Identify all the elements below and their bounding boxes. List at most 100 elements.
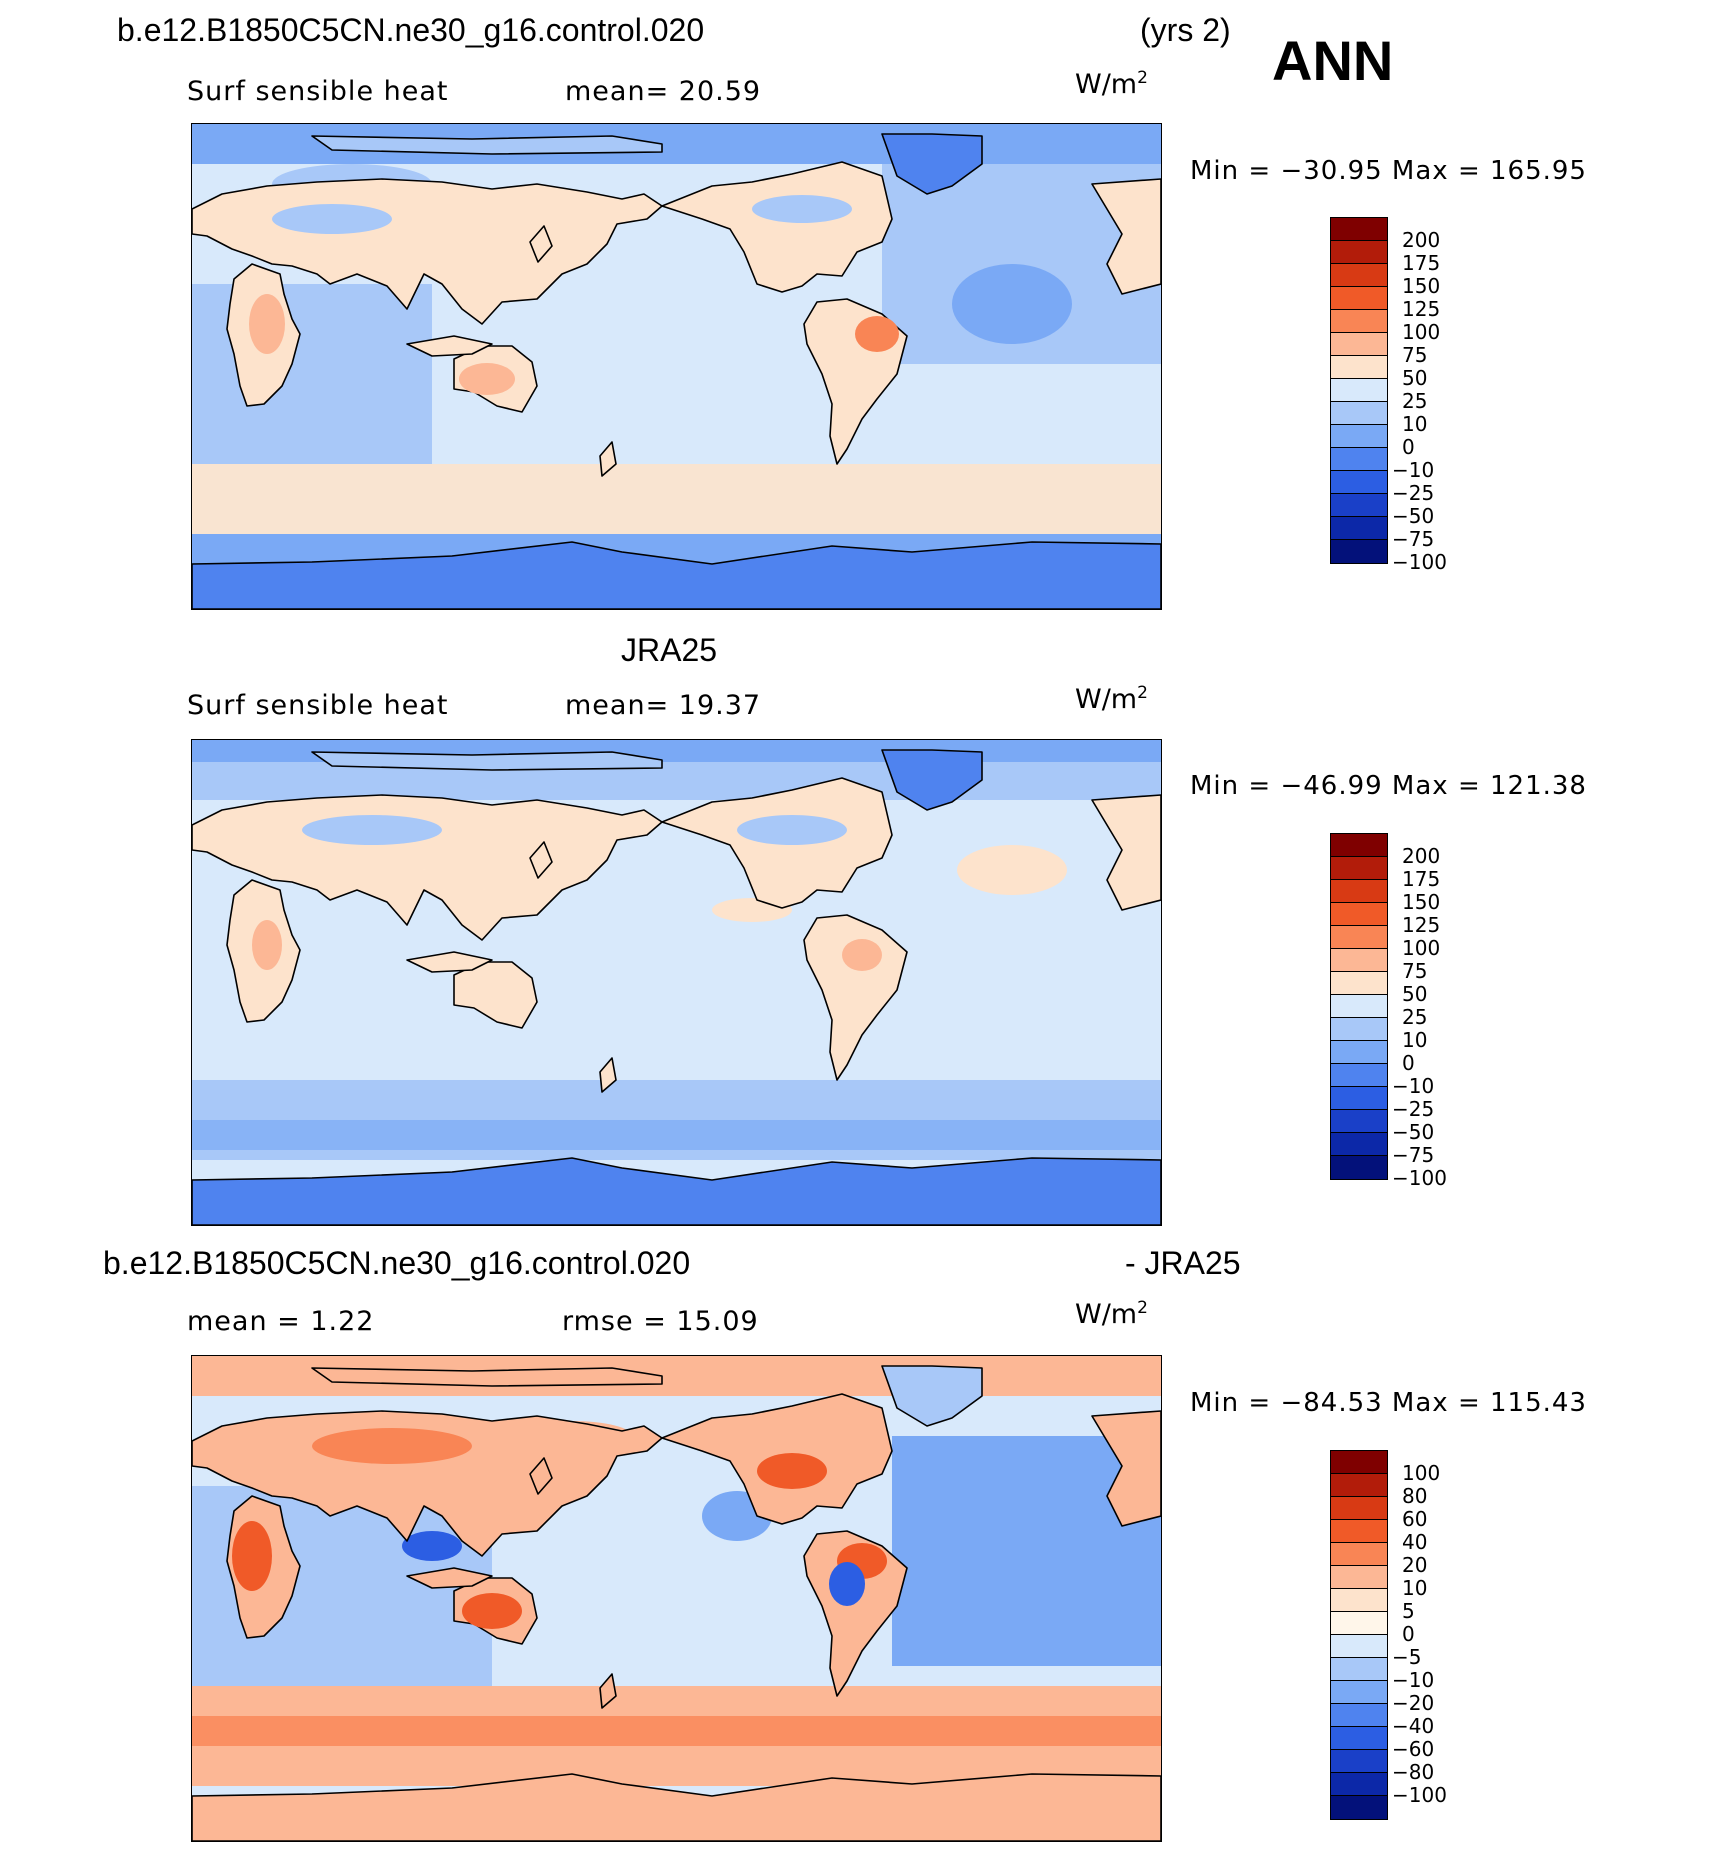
- colorbar-swatch: [1331, 402, 1387, 425]
- colorbar-tick-label: −25: [1392, 1097, 1435, 1121]
- colorbar-swatch: [1331, 1041, 1387, 1064]
- panel2-colorbar: [1330, 833, 1388, 1180]
- colorbar-tick-label: 10: [1402, 1028, 1428, 1052]
- colorbar-swatch: [1331, 333, 1387, 356]
- colorbar-tick-label: 0: [1402, 435, 1415, 459]
- colorbar-tick-label: −50: [1392, 504, 1435, 528]
- colorbar-swatch: [1331, 494, 1387, 517]
- colorbar-tick-label: 125: [1402, 913, 1441, 937]
- colorbar-tick-label: −5: [1392, 1645, 1422, 1669]
- colorbar-swatch: [1331, 926, 1387, 949]
- panel3-title-suffix: - JRA25: [1125, 1245, 1241, 1281]
- difference-map: [191, 1355, 1162, 1842]
- colorbar-tick-label: 50: [1402, 366, 1428, 390]
- season-label: ANN: [1272, 29, 1394, 92]
- colorbar-tick-label: 20: [1402, 1553, 1428, 1577]
- colorbar-tick-label: −100: [1392, 550, 1447, 574]
- colorbar-swatch: [1331, 1110, 1387, 1133]
- colorbar-swatch: [1331, 310, 1387, 333]
- panel3-mean: mean = 1.22: [187, 1306, 375, 1337]
- colorbar-tick-label: 150: [1402, 890, 1441, 914]
- colorbar-swatch: [1331, 356, 1387, 379]
- colorbar-swatch: [1331, 1133, 1387, 1156]
- panel2-title: JRA25: [621, 632, 718, 668]
- colorbar-swatch: [1331, 1796, 1387, 1819]
- colorbar-swatch: [1331, 241, 1387, 264]
- colorbar-swatch: [1331, 857, 1387, 880]
- panel3-rmse: rmse = 15.09: [562, 1306, 759, 1337]
- colorbar-swatch: [1331, 1773, 1387, 1796]
- colorbar-swatch: [1331, 1727, 1387, 1750]
- colorbar-tick-label: 100: [1402, 1461, 1441, 1485]
- colorbar-tick-label: −10: [1392, 458, 1435, 482]
- colorbar-tick-label: −50: [1392, 1120, 1435, 1144]
- colorbar-tick-label: −20: [1392, 1691, 1435, 1715]
- colorbar-tick-label: −40: [1392, 1714, 1435, 1738]
- colorbar-tick-label: 100: [1402, 936, 1441, 960]
- colorbar-tick-label: −75: [1392, 1143, 1435, 1167]
- colorbar-swatch: [1331, 218, 1387, 241]
- panel3-minmax: Min = −84.53 Max = 115.43: [1190, 1388, 1587, 1418]
- colorbar-tick-label: 5: [1402, 1599, 1415, 1623]
- panel1-mean: mean= 20.59: [565, 76, 762, 107]
- colorbar-tick-label: −10: [1392, 1074, 1435, 1098]
- colorbar-tick-label: −80: [1392, 1760, 1435, 1784]
- years-label: (yrs 2): [1140, 12, 1231, 48]
- panel1-unit: W/m2: [1075, 68, 1148, 100]
- colorbar-tick-label: 50: [1402, 982, 1428, 1006]
- colorbar-swatch: [1331, 517, 1387, 540]
- colorbar-swatch: [1331, 379, 1387, 402]
- colorbar-tick-label: 0: [1402, 1622, 1415, 1646]
- colorbar-swatch: [1331, 1635, 1387, 1658]
- panel2-unit: W/m2: [1075, 683, 1148, 715]
- colorbar-swatch: [1331, 1018, 1387, 1041]
- colorbar-swatch: [1331, 1750, 1387, 1773]
- colorbar-tick-label: 60: [1402, 1507, 1428, 1531]
- colorbar-swatch: [1331, 1566, 1387, 1589]
- colorbar-tick-label: 75: [1402, 343, 1428, 367]
- colorbar-tick-label: 125: [1402, 297, 1441, 321]
- colorbar-tick-label: 200: [1402, 228, 1441, 252]
- colorbar-tick-label: 175: [1402, 867, 1441, 891]
- colorbar-swatch: [1331, 264, 1387, 287]
- colorbar-swatch: [1331, 448, 1387, 471]
- colorbar-tick-label: −10: [1392, 1668, 1435, 1692]
- model-map: [191, 123, 1162, 610]
- panel2-mean: mean= 19.37: [565, 690, 762, 721]
- colorbar-tick-label: 0: [1402, 1051, 1415, 1075]
- panel3-unit: W/m2: [1075, 1298, 1148, 1330]
- colorbar-tick-label: −25: [1392, 481, 1435, 505]
- colorbar-swatch: [1331, 949, 1387, 972]
- colorbar-swatch: [1331, 1520, 1387, 1543]
- colorbar-swatch: [1331, 1064, 1387, 1087]
- colorbar-swatch: [1331, 903, 1387, 926]
- colorbar-swatch: [1331, 540, 1387, 563]
- colorbar-tick-label: −100: [1392, 1166, 1447, 1190]
- colorbar-tick-label: −75: [1392, 527, 1435, 551]
- colorbar-tick-label: 40: [1402, 1530, 1428, 1554]
- panel2-minmax: Min = −46.99 Max = 121.38: [1190, 771, 1587, 801]
- obs-map: [191, 739, 1162, 1226]
- colorbar-tick-label: −100: [1392, 1783, 1447, 1807]
- colorbar-swatch: [1331, 1589, 1387, 1612]
- colorbar-swatch: [1331, 471, 1387, 494]
- panel1-colorbar: [1330, 217, 1388, 564]
- colorbar-swatch: [1331, 880, 1387, 903]
- panel3-colorbar: [1330, 1450, 1388, 1820]
- colorbar-tick-label: 175: [1402, 251, 1441, 275]
- case-title: b.e12.B1850C5CN.ne30_g16.control.020: [117, 12, 705, 48]
- colorbar-swatch: [1331, 1087, 1387, 1110]
- colorbar-swatch: [1331, 425, 1387, 448]
- colorbar-swatch: [1331, 1658, 1387, 1681]
- colorbar-tick-label: 10: [1402, 1576, 1428, 1600]
- colorbar-tick-label: 200: [1402, 844, 1441, 868]
- colorbar-tick-label: 25: [1402, 389, 1428, 413]
- colorbar-tick-label: 10: [1402, 412, 1428, 436]
- panel1-variable: Surf sensible heat: [187, 76, 449, 107]
- colorbar-swatch: [1331, 1681, 1387, 1704]
- colorbar-swatch: [1331, 834, 1387, 857]
- colorbar-tick-label: 150: [1402, 274, 1441, 298]
- colorbar-swatch: [1331, 1474, 1387, 1497]
- colorbar-swatch: [1331, 1451, 1387, 1474]
- colorbar-tick-label: 100: [1402, 320, 1441, 344]
